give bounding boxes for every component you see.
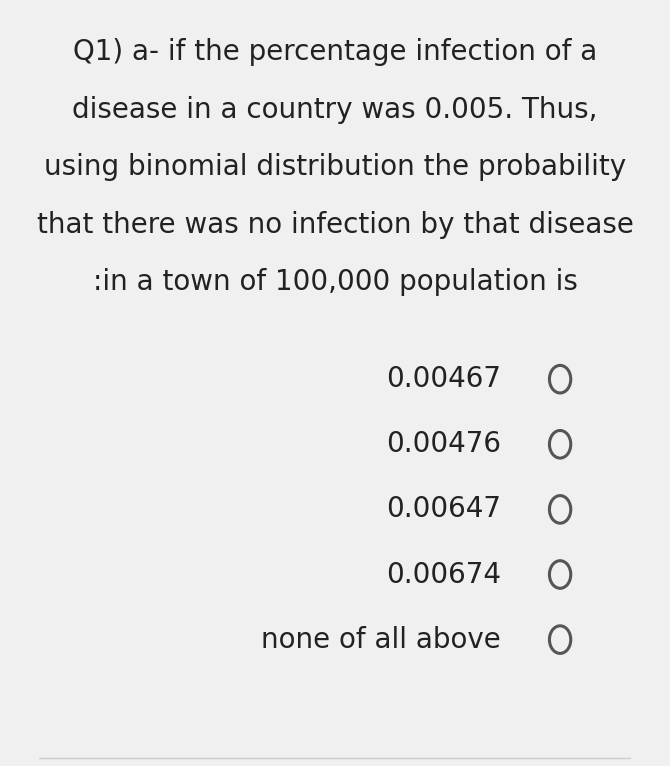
Text: 0.00467: 0.00467	[386, 365, 501, 393]
Text: none of all above: none of all above	[261, 626, 501, 653]
Text: Q1) a- if the percentage infection of a: Q1) a- if the percentage infection of a	[73, 38, 597, 67]
Text: :in a town of 100,000 population is: :in a town of 100,000 population is	[92, 268, 578, 296]
Text: 0.00647: 0.00647	[386, 496, 501, 523]
Text: that there was no infection by that disease: that there was no infection by that dise…	[37, 211, 633, 239]
Text: disease in a country was 0.005. Thus,: disease in a country was 0.005. Thus,	[72, 96, 598, 124]
Text: using binomial distribution the probability: using binomial distribution the probabil…	[44, 153, 626, 182]
Text: 0.00674: 0.00674	[386, 561, 501, 588]
Text: 0.00476: 0.00476	[386, 430, 501, 458]
